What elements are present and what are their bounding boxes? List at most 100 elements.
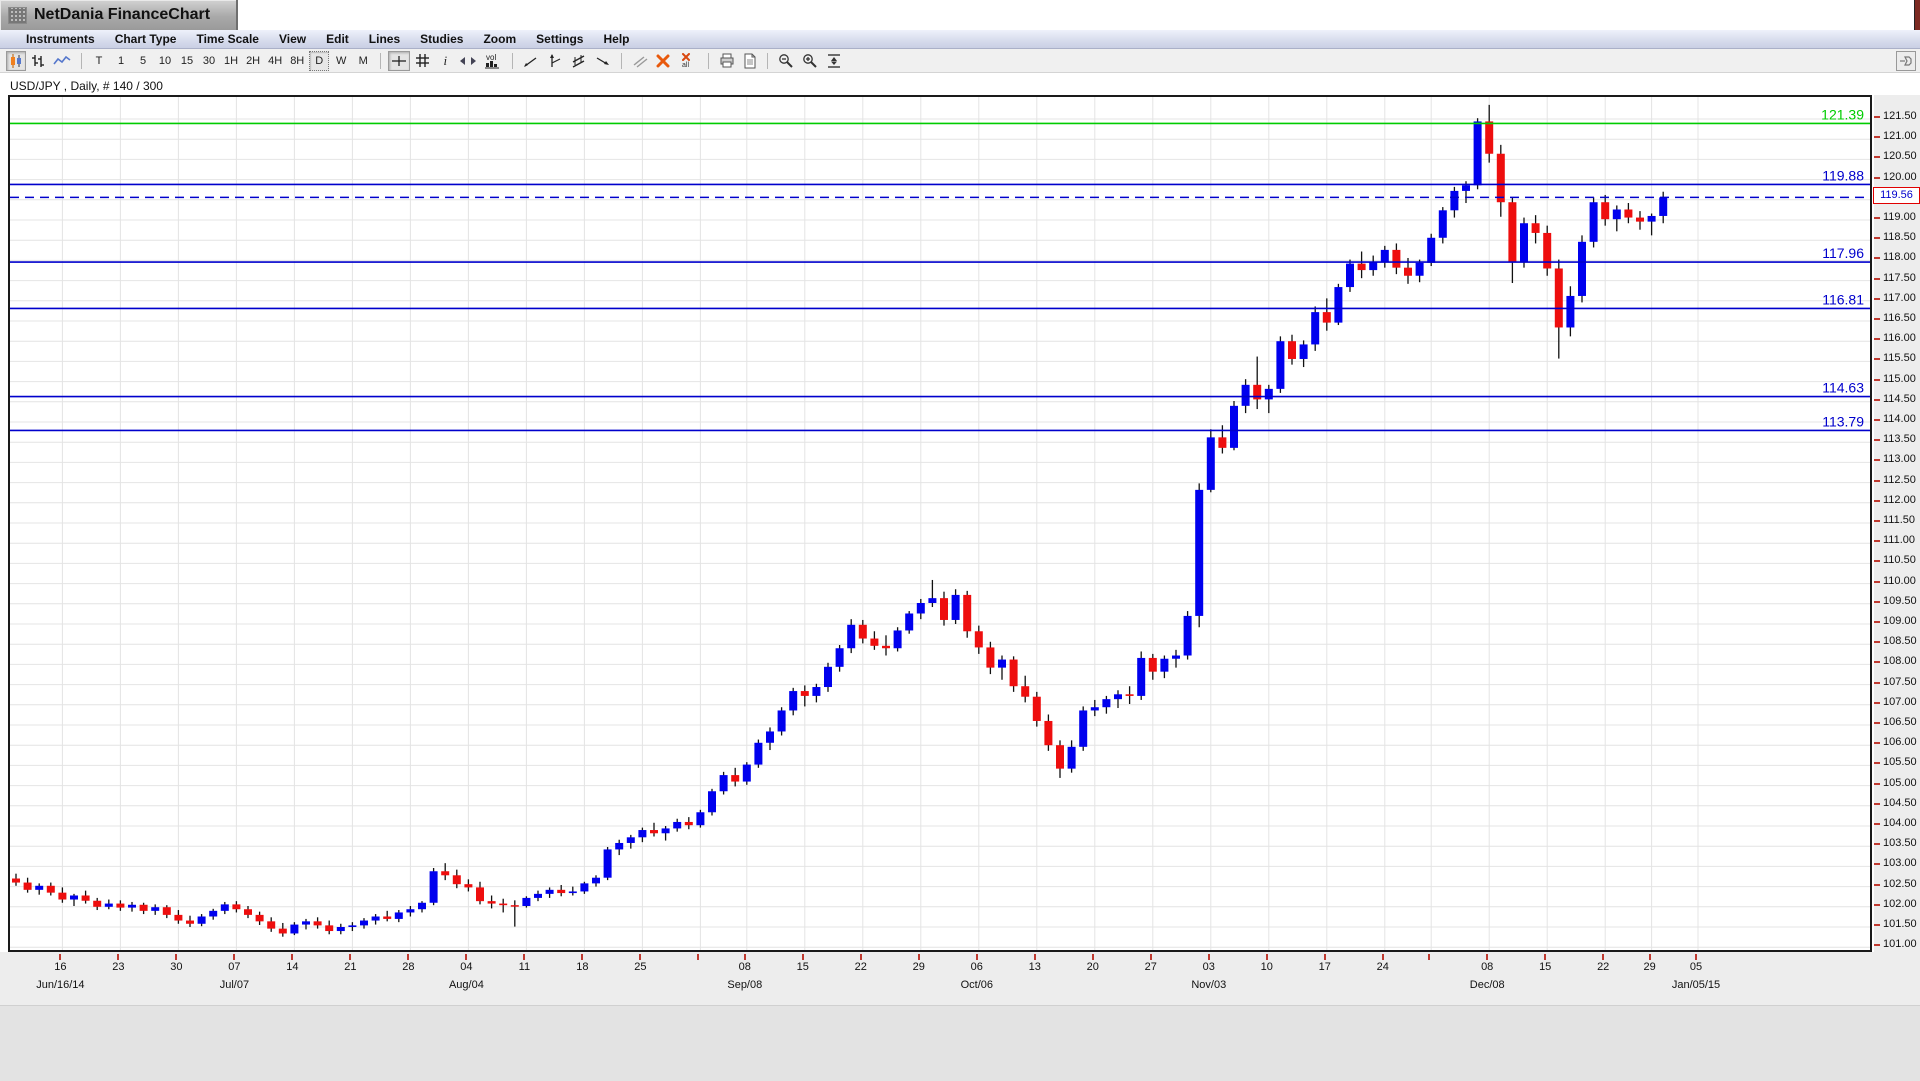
menu-item-time-scale[interactable]: Time Scale [196, 32, 259, 46]
menu-item-lines[interactable]: Lines [368, 32, 401, 46]
price-level-label: 121.39 [1821, 106, 1864, 122]
candle-body-down [1009, 659, 1018, 687]
candle [487, 895, 496, 909]
fit-chart-button[interactable] [823, 51, 845, 71]
horizontal-scroll-button[interactable] [457, 51, 479, 71]
candlestick-chart[interactable]: 121.39 119.88 117.96 116.81 114.63 113.79 [10, 97, 1870, 950]
candle-body-up [835, 648, 844, 667]
price-axis-tick [1874, 782, 1880, 785]
vertical-line-tool-button[interactable] [544, 51, 566, 71]
zoom-in-button[interactable] [799, 51, 821, 71]
export-image-button[interactable] [740, 51, 760, 71]
interval-button-m[interactable]: M [353, 51, 373, 71]
menu-item-help[interactable]: Help [603, 32, 630, 46]
interval-button-4h[interactable]: 4H [265, 51, 285, 71]
interval-button-t[interactable]: T [89, 51, 109, 71]
title-bar: NetDania FinanceChart [0, 0, 1920, 31]
crosshair-button[interactable] [388, 50, 411, 71]
interval-button-2h[interactable]: 2H [243, 51, 263, 71]
candle [1195, 483, 1204, 628]
interval-button-30[interactable]: 30 [199, 51, 219, 71]
print-button[interactable] [716, 51, 738, 71]
price-axis-label: 105.00 [1883, 776, 1917, 789]
date-axis-tick [581, 954, 584, 960]
menu-item-studies[interactable]: Studies [420, 32, 464, 46]
menu-item-instruments[interactable]: Instruments [26, 32, 95, 46]
interval-button-15[interactable]: 15 [177, 51, 197, 71]
interval-button-d[interactable]: D [309, 50, 330, 71]
menu-item-zoom[interactable]: Zoom [483, 32, 517, 46]
date-axis-tick [1602, 954, 1605, 960]
candle-body-down [487, 901, 496, 904]
menu-item-edit[interactable]: Edit [326, 32, 349, 46]
menu-item-settings[interactable]: Settings [536, 32, 584, 46]
candle-body-up [1230, 405, 1238, 448]
date-axis-background [0, 952, 1920, 1005]
candle-body-down [93, 900, 102, 907]
interval-button-w[interactable]: W [331, 51, 351, 71]
date-axis-tick [1323, 954, 1326, 960]
candle-body-down [81, 895, 90, 901]
ray-tool-button[interactable] [592, 51, 614, 71]
trendline-tool-button[interactable] [520, 51, 542, 71]
interval-button-1h[interactable]: 1H [221, 51, 241, 71]
candle-body-down [1056, 745, 1064, 769]
candle [1450, 186, 1459, 218]
candle-body-down [174, 914, 183, 921]
candle [510, 900, 519, 927]
candle-body-up [1102, 699, 1111, 708]
line-chart-button[interactable] [50, 51, 74, 71]
candle-body-down [1554, 268, 1563, 328]
candle [394, 910, 403, 923]
date-axis-tick [233, 954, 236, 960]
interval-button-5[interactable]: 5 [133, 51, 153, 71]
date-axis-month-label: Jun/16/14 [36, 979, 85, 991]
info-button[interactable]: i [443, 52, 448, 68]
candle [1276, 336, 1285, 393]
candle [696, 809, 705, 828]
interval-button-10[interactable]: 10 [155, 51, 175, 71]
price-axis-label: 111.00 [1883, 534, 1916, 547]
price-chart-plot[interactable]: 121.39 119.88 117.96 116.81 114.63 113.79 [8, 95, 1872, 952]
price-axis-tick [1874, 479, 1880, 482]
volume-button[interactable]: vol [481, 51, 505, 71]
candle-body-up [348, 925, 357, 927]
candle [244, 905, 252, 919]
lower-gray-band [0, 1005, 1920, 1081]
candle [719, 771, 728, 795]
price-axis-tick [1874, 742, 1880, 745]
date-axis[interactable]: 16 Jun/16/14 23 30 07 Jul/07 14 21 28 04 Aug/04 11 1… [0, 952, 1920, 1002]
window-title-tab[interactable]: NetDania FinanceChart [0, 0, 239, 31]
candle-body-up [1172, 655, 1180, 659]
date-axis-tick [1428, 954, 1431, 960]
candle [255, 911, 264, 925]
candle-body-down [1288, 341, 1296, 359]
candle-body-down [244, 909, 252, 915]
date-axis-day-label: 07 [228, 961, 241, 973]
parallel-channel-tool-button[interactable] [568, 51, 590, 71]
candle-body-up [847, 624, 856, 649]
candle [1102, 695, 1111, 714]
interval-button-1[interactable]: 1 [111, 51, 131, 71]
grid-button[interactable] [412, 51, 433, 71]
delete-all-lines-button[interactable]: all [675, 51, 701, 71]
menu-item-view[interactable]: View [278, 32, 307, 46]
candle-body-down [232, 904, 241, 910]
price-axis-label: 105.50 [1883, 756, 1917, 769]
candle-body-down [1485, 121, 1494, 154]
candle-body-up [290, 924, 299, 934]
candlestick-chart-button[interactable] [6, 50, 26, 71]
zoom-out-button[interactable] [775, 51, 797, 71]
candle-body-down [464, 884, 473, 888]
parallel-lines-button[interactable] [629, 51, 651, 71]
delete-line-button[interactable] [653, 51, 673, 71]
date-axis-day-label: 15 [1539, 961, 1552, 973]
pin-panel-button[interactable] [1896, 50, 1916, 71]
interval-button-8h[interactable]: 8H [287, 51, 307, 71]
price-axis[interactable]: 121.50121.00120.50120.00119.50119.00118.… [1872, 95, 1920, 955]
menu-item-chart-type[interactable]: Chart Type [114, 32, 177, 46]
candle-body-down [452, 875, 461, 885]
candle-body-down [731, 775, 740, 782]
ohlc-bars-button[interactable] [28, 51, 48, 71]
candle-body-up [1114, 694, 1122, 700]
